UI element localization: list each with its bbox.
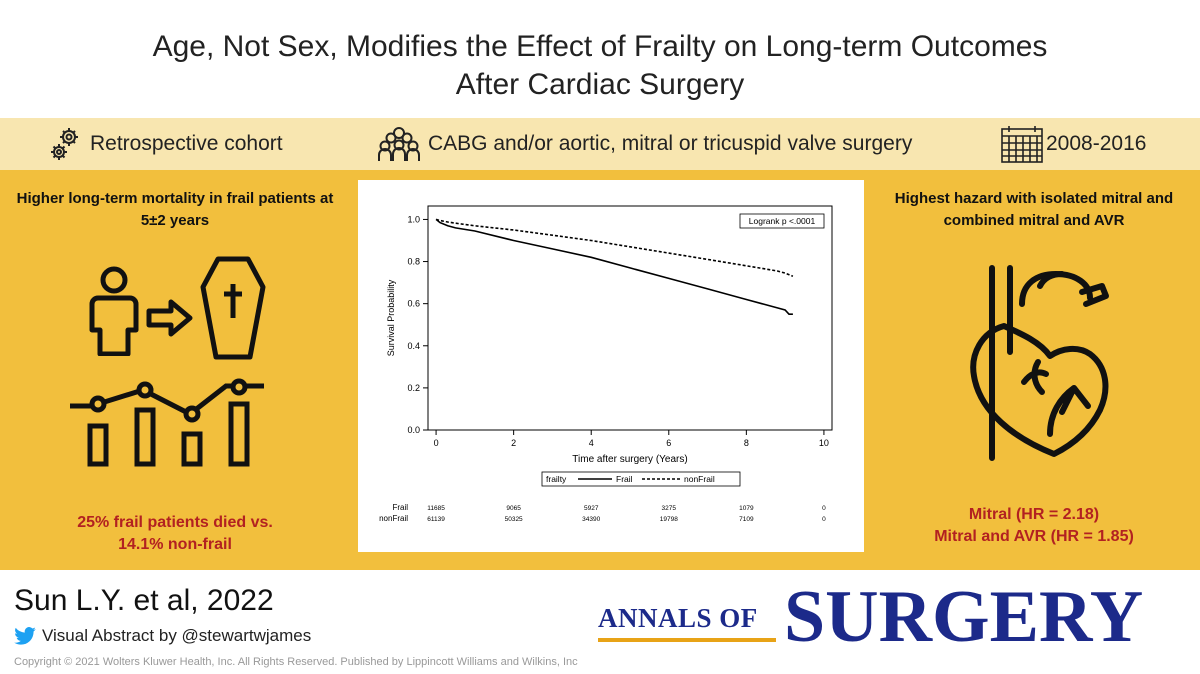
survival-chart-card: 0.0 0.2 0.4 0.6 0.8 1.0 0 2 4 6 8 10 Survival Probab… (358, 180, 864, 552)
journal-logo-rule (598, 638, 776, 642)
mortality-panel: Higher long-term mortality in frail pati… (0, 170, 350, 570)
mortality-heading: Higher long-term mortality in frail pati… (0, 188, 350, 232)
heart-icon (970, 265, 1109, 461)
risk-table-cell: 3275 (662, 505, 677, 512)
series-line-nonFrail (435, 218, 794, 278)
y-tick-label: 0.2 (407, 383, 420, 393)
citation-author: Sun L.Y. et al, 2022 (14, 584, 274, 617)
study-population-label: CABG and/or aortic, mitral or tricuspid … (428, 132, 913, 155)
y-tick-label: 0.0 (407, 425, 420, 435)
calendar-icon (1001, 126, 1043, 163)
byline[interactable]: Visual Abstract by @stewartwjames (14, 626, 311, 646)
mortality-heading-line-1: Higher long-term mortality in frail pati… (16, 190, 334, 207)
study-design: Retrospective cohort (50, 118, 283, 170)
page-title: Age, Not Sex, Modifies the Effect of Fra… (0, 28, 1200, 104)
group-icon (378, 127, 420, 161)
y-tick-label: 0.4 (407, 341, 420, 351)
annotation-box (739, 213, 825, 229)
study-population: CABG and/or aortic, mitral or tricuspid … (378, 118, 912, 170)
legend-label-nonFrail: nonFrail (684, 474, 715, 484)
risk-table-cell: 5927 (584, 505, 599, 512)
title-line-1: Age, Not Sex, Modifies the Effect of Fra… (152, 30, 1048, 63)
risk-table-cell: 1079 (739, 505, 754, 512)
study-design-label: Retrospective cohort (90, 132, 283, 155)
x-tick-label: 8 (744, 438, 749, 448)
mortality-heading-line-2: 5±2 years (140, 212, 210, 229)
copyright-notice: Copyright © 2021 Wolters Kluwer Health, … (14, 656, 578, 668)
gears-icon (51, 128, 78, 160)
byline-text: Visual Abstract by @stewartwjames (42, 626, 312, 645)
hazard-heading-line-1: Highest hazard with isolated mitral and (894, 190, 1174, 207)
risk-table-cell: 50325 (505, 516, 523, 523)
hazard-heading-line-2: combined mitral and AVR (943, 212, 1125, 229)
series-line-Frail (435, 218, 793, 315)
arrow-right-icon (146, 299, 193, 337)
x-tick-label: 10 (819, 438, 829, 448)
risk-table-cell: 61139 (427, 516, 445, 523)
mortality-result-line-1: 25% frail patients died vs. (77, 514, 273, 531)
logrank-annotation: Logrank p <.0001 (749, 216, 816, 226)
risk-table-cell: 9065 (506, 505, 521, 512)
hazard-heading: Highest hazard with isolated mitral and … (868, 188, 1200, 232)
risk-table-cell: 34390 (582, 516, 600, 523)
x-axis-label: Time after surgery (Years) (572, 454, 687, 465)
y-axis-label: Survival Probability (386, 279, 396, 356)
risk-table-cell: 0 (822, 505, 826, 512)
person-icon (89, 266, 139, 356)
y-tick-label: 0.8 (407, 257, 420, 267)
study-info-band: Retrospective cohort CABG and/or aortic,… (0, 118, 1200, 170)
journal-logo-name: SURGERY (784, 576, 1144, 658)
legend-box (541, 471, 741, 487)
risk-table-cell: 0 (822, 516, 826, 523)
coffin-icon (200, 256, 266, 360)
legend-label-Frail: Frail (616, 474, 633, 484)
x-tick-label: 6 (666, 438, 671, 448)
trend-chart-icon (70, 378, 264, 467)
hazard-result-line-1: Mitral (HR = 2.18) (968, 506, 1100, 523)
study-period: 2008-2016 (1000, 118, 1146, 170)
plot-frame (427, 205, 833, 431)
risk-table-cell: 19798 (660, 516, 678, 523)
risk-table-cell: 7109 (739, 516, 754, 523)
x-tick-label: 2 (511, 438, 516, 448)
survival-chart: 0.0 0.2 0.4 0.6 0.8 1.0 0 2 4 6 8 10 Survival Probab… (379, 205, 833, 523)
risk-table-row-label: Frail (392, 503, 408, 512)
risk-table-cell: 11685 (427, 505, 445, 512)
study-period-label: 2008-2016 (1046, 132, 1147, 155)
journal-logo-prefix: ANNALS OF (598, 603, 758, 633)
mortality-result-line-2: 14.1% non-frail (118, 536, 232, 553)
x-tick-label: 0 (434, 438, 439, 448)
x-tick-label: 4 (589, 438, 594, 448)
risk-table-row-label: nonFrail (379, 514, 408, 523)
hazard-panel: Highest hazard with isolated mitral and … (868, 170, 1200, 570)
twitter-bird-icon (14, 627, 36, 645)
legend-title: frailty (546, 474, 567, 484)
y-tick-label: 0.6 (407, 299, 420, 309)
y-tick-label: 1.0 (407, 214, 420, 224)
mortality-result: 25% frail patients died vs. 14.1% non-fr… (0, 512, 350, 556)
title-line-2: After Cardiac Surgery (455, 68, 745, 101)
hazard-result-line-2: Mitral and AVR (HR = 1.85) (934, 528, 1134, 545)
hazard-result: Mitral (HR = 2.18) Mitral and AVR (HR = … (868, 504, 1200, 548)
